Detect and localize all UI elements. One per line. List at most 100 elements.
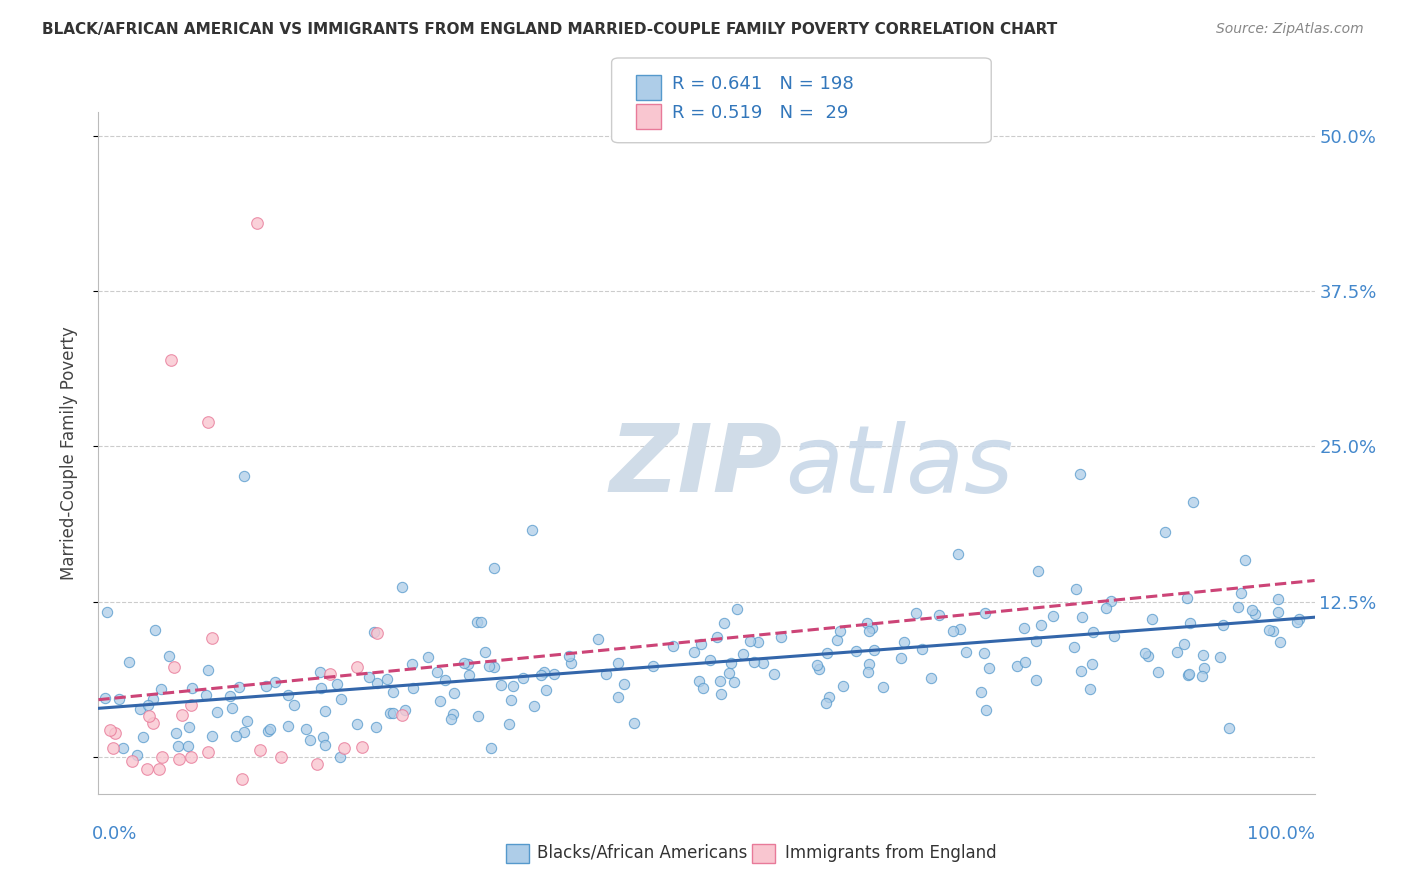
Point	[920, 671, 942, 685]
Point	[305, 756, 328, 771]
Text: Source: ZipAtlas.com: Source: ZipAtlas.com	[1216, 22, 1364, 37]
Point	[249, 742, 271, 756]
Point	[973, 647, 995, 661]
Point	[391, 707, 413, 722]
Point	[770, 630, 793, 644]
Point	[277, 719, 299, 733]
Point	[1178, 615, 1201, 630]
Point	[1173, 638, 1195, 652]
Point	[1288, 612, 1310, 626]
Point	[181, 681, 204, 695]
Point	[197, 415, 219, 429]
Point	[720, 656, 742, 670]
Point	[1177, 668, 1199, 682]
Point	[1099, 594, 1122, 608]
Point	[143, 624, 166, 638]
Point	[225, 729, 247, 743]
Point	[136, 762, 159, 776]
Text: atlas: atlas	[786, 421, 1014, 512]
Point	[470, 615, 492, 630]
Point	[893, 634, 915, 648]
Point	[1012, 621, 1035, 635]
Point	[167, 752, 190, 766]
Point	[441, 706, 464, 721]
Point	[856, 615, 879, 630]
Point	[329, 749, 352, 764]
Point	[1286, 615, 1309, 630]
Point	[254, 679, 277, 693]
Point	[257, 723, 280, 738]
Point	[299, 732, 322, 747]
Point	[1154, 525, 1177, 540]
Point	[394, 703, 416, 717]
Point	[974, 607, 997, 621]
Point	[827, 632, 849, 647]
Point	[706, 630, 728, 644]
Point	[709, 673, 731, 688]
Point	[911, 642, 934, 657]
Point	[482, 560, 505, 574]
Point	[1070, 664, 1092, 678]
Point	[815, 646, 838, 660]
Point	[391, 580, 413, 594]
Point	[762, 667, 785, 681]
Point	[1095, 600, 1118, 615]
Point	[534, 682, 557, 697]
Point	[221, 701, 243, 715]
Point	[689, 637, 711, 651]
Point	[163, 660, 186, 674]
Point	[259, 723, 281, 737]
Point	[118, 655, 141, 669]
Point	[543, 667, 565, 681]
Point	[512, 671, 534, 685]
Point	[101, 740, 124, 755]
Point	[457, 667, 479, 681]
Point	[350, 740, 373, 755]
Point	[440, 713, 463, 727]
Point	[489, 678, 512, 692]
Point	[560, 656, 582, 670]
Point	[713, 616, 735, 631]
Text: 0.0%: 0.0%	[91, 825, 136, 843]
Point	[718, 665, 741, 680]
Point	[177, 720, 200, 734]
Point	[346, 660, 368, 674]
Point	[474, 645, 496, 659]
Point	[744, 655, 766, 669]
Point	[180, 749, 202, 764]
Point	[607, 690, 630, 705]
Y-axis label: Married-Couple Family Poverty: Married-Couple Family Poverty	[59, 326, 77, 580]
Point	[157, 648, 180, 663]
Point	[595, 667, 617, 681]
Point	[586, 632, 609, 647]
Point	[346, 716, 368, 731]
Point	[872, 680, 894, 694]
Text: Immigrants from England: Immigrants from England	[785, 844, 997, 862]
Point	[814, 696, 837, 710]
Point	[974, 703, 997, 717]
Point	[277, 688, 299, 702]
Point	[218, 689, 240, 703]
Point	[401, 657, 423, 671]
Point	[731, 647, 754, 661]
Point	[1140, 612, 1163, 626]
Point	[1175, 591, 1198, 605]
Point	[426, 665, 449, 680]
Point	[132, 731, 155, 745]
Point	[1212, 618, 1234, 632]
Point	[858, 657, 880, 672]
Point	[530, 667, 553, 681]
Point	[643, 658, 665, 673]
Point	[1178, 667, 1201, 681]
Point	[1081, 657, 1104, 671]
Point	[692, 681, 714, 696]
Point	[160, 352, 183, 367]
Point	[606, 656, 628, 670]
Point	[150, 682, 173, 697]
Point	[429, 694, 451, 708]
Point	[201, 632, 224, 646]
Point	[1192, 648, 1215, 662]
Point	[177, 739, 200, 753]
Point	[377, 672, 399, 686]
Point	[723, 675, 745, 690]
